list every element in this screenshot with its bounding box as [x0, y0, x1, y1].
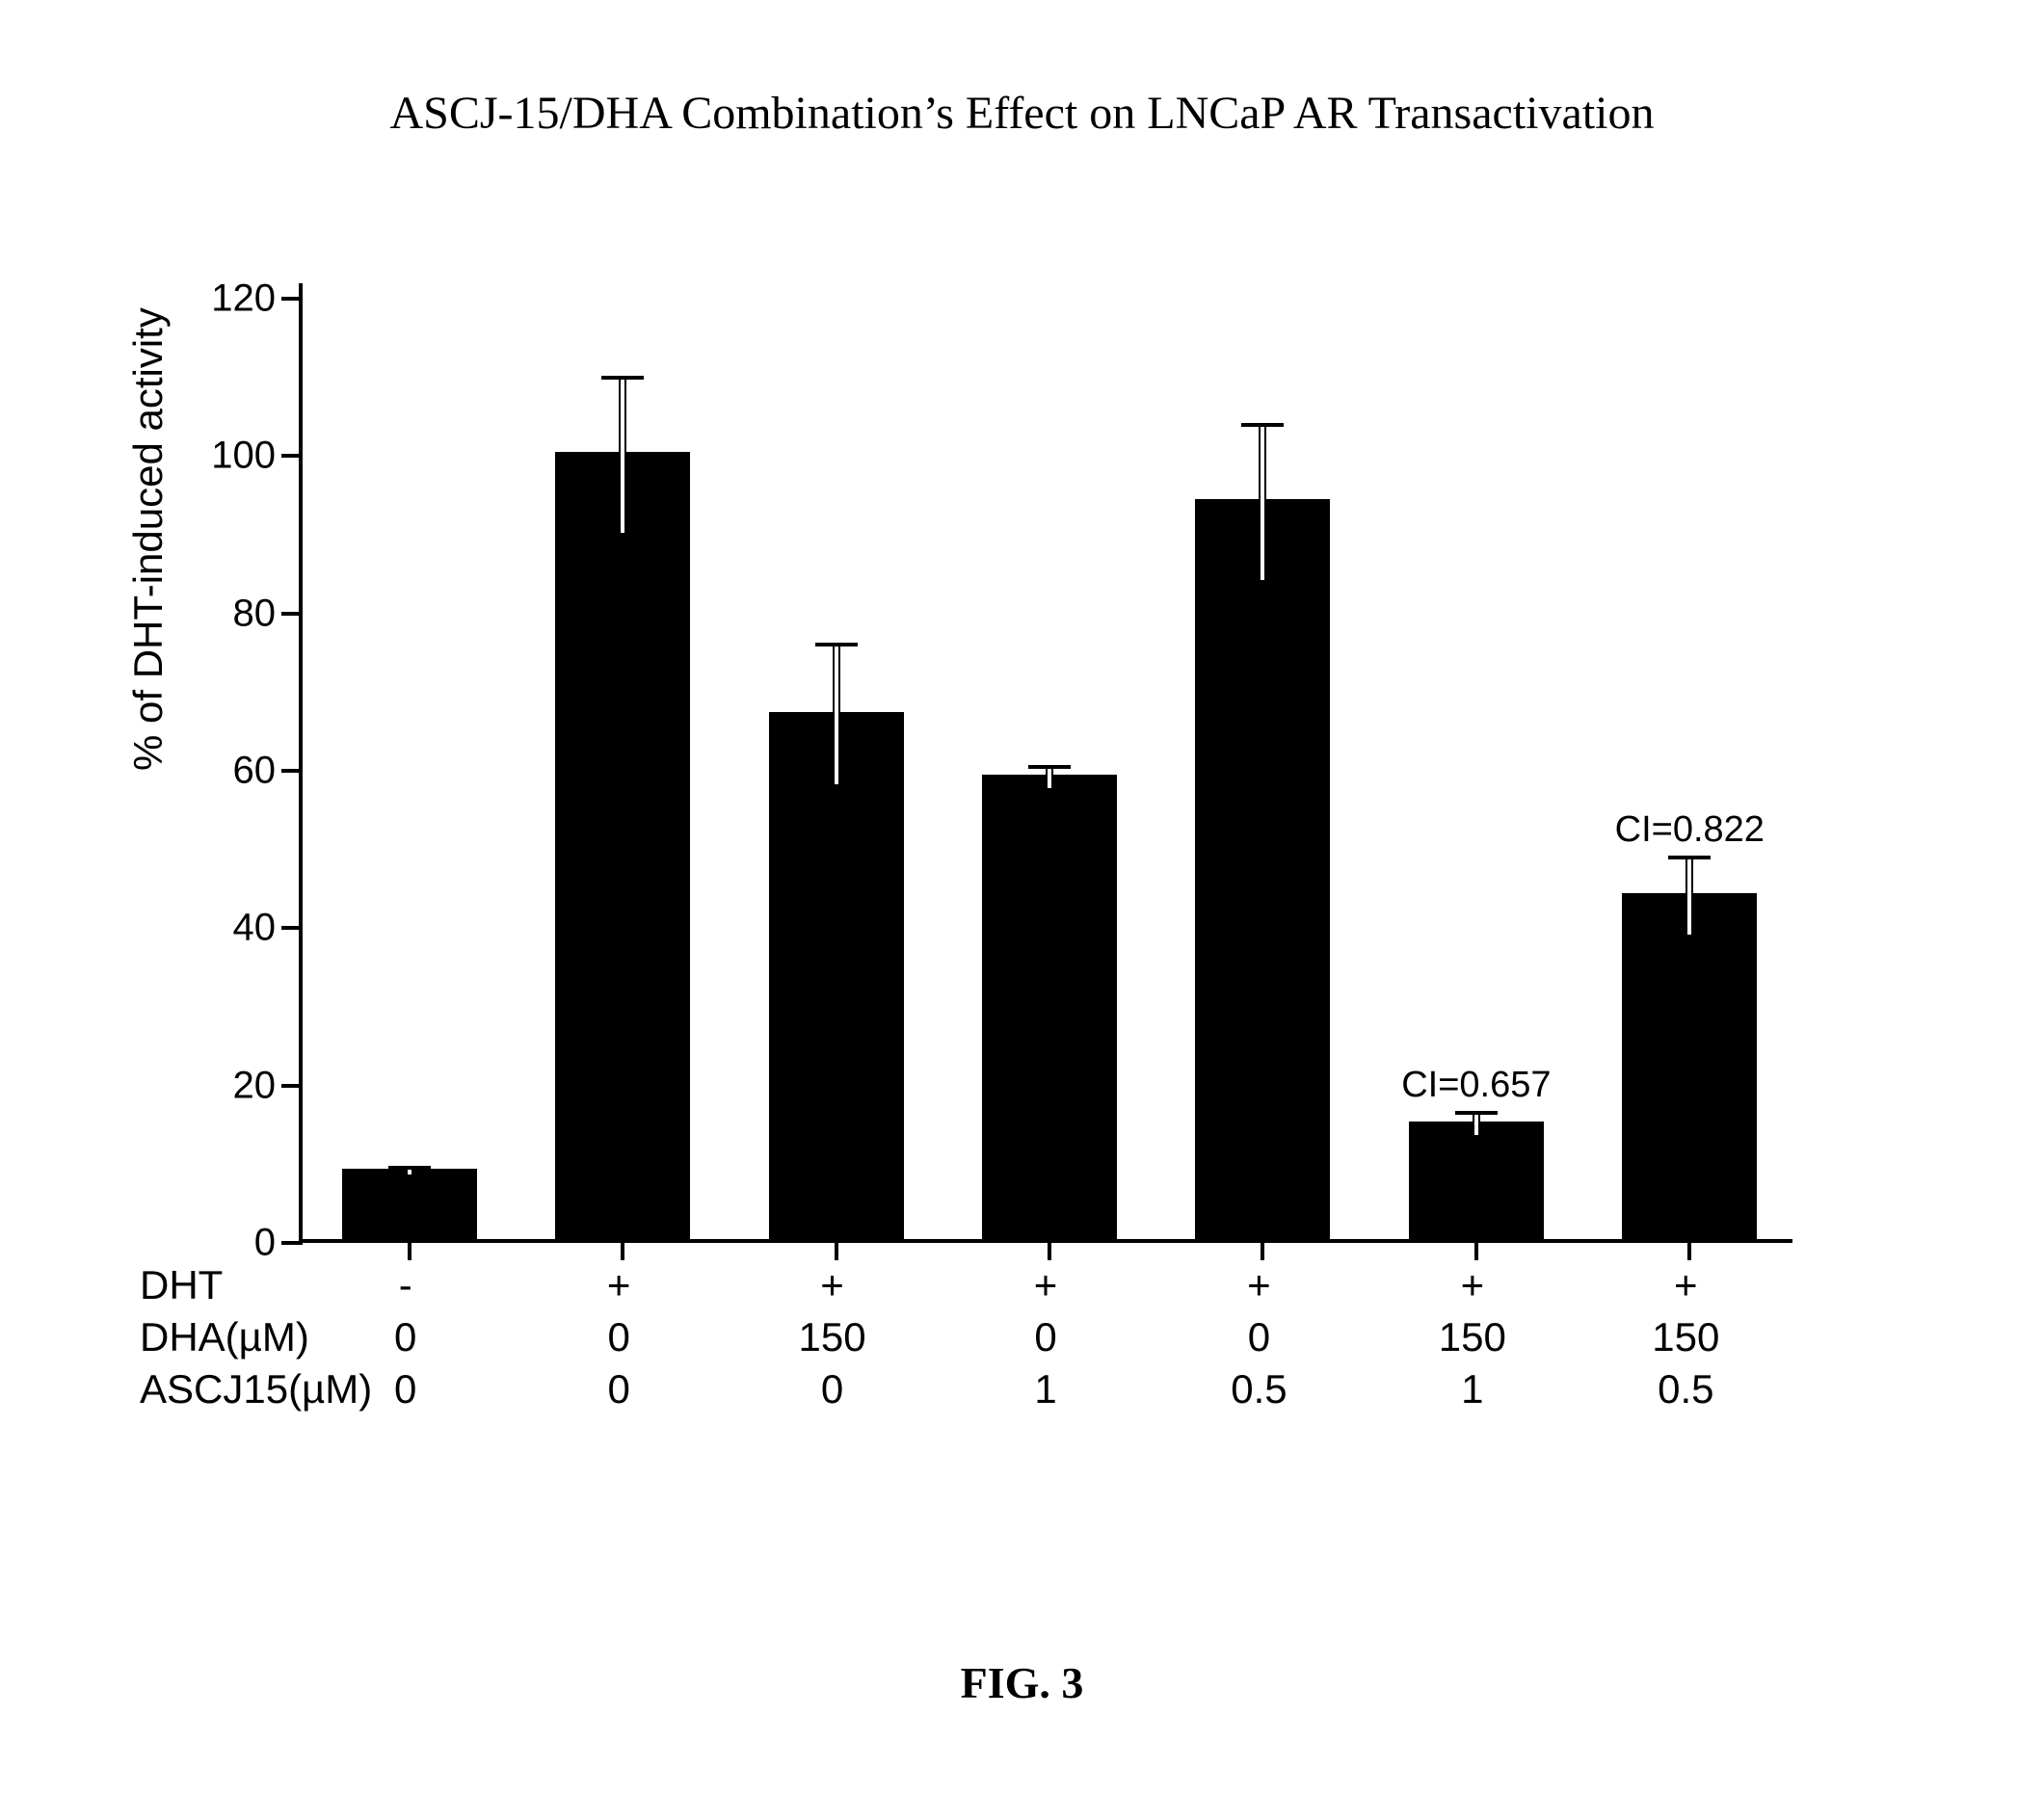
y-axis-label: % of DHT-induced activity: [125, 307, 172, 771]
x-row-cell: +: [607, 1262, 631, 1308]
errorbar-stem: [835, 645, 838, 786]
errorbar-cap-upper: [1241, 423, 1284, 427]
x-row-cell: 1: [1461, 1366, 1483, 1412]
errorbar-cap-upper: [1668, 856, 1711, 859]
errorbar-stem: [1474, 1113, 1478, 1137]
errorbar-cap-lower: [1241, 580, 1284, 584]
y-tick: [281, 1241, 303, 1245]
x-tick: [1261, 1239, 1264, 1260]
chart: % of DHT-induced activity 02040608010012…: [154, 289, 1889, 1542]
x-row-cell: 0: [1034, 1314, 1056, 1360]
x-row-cell: +: [1461, 1262, 1485, 1308]
figure-label: FIG. 3: [0, 1657, 2044, 1708]
bar: [769, 712, 904, 1239]
x-row-cell: 150: [1652, 1314, 1719, 1360]
bar: [982, 775, 1117, 1239]
x-row-cell: 1: [1034, 1366, 1056, 1412]
y-tick-label: 100: [179, 435, 276, 478]
x-row-cell: 150: [799, 1314, 866, 1360]
y-tick: [281, 769, 303, 773]
x-row-cell: +: [1034, 1262, 1058, 1308]
errorbar-cap-lower: [388, 1175, 431, 1178]
x-row: DHA(µM)0015000150150: [299, 1314, 1792, 1366]
errorbar-cap-upper: [388, 1166, 431, 1170]
bar: [1195, 499, 1330, 1239]
x-row-cell: 0: [394, 1366, 416, 1412]
x-tick: [835, 1239, 838, 1260]
bar: [555, 452, 690, 1239]
x-row-cell: 0.5: [1231, 1366, 1287, 1412]
x-row-label: DHA(µM): [140, 1314, 390, 1360]
bar-annotation: CI=0.822: [1615, 809, 1765, 851]
errorbar-stem: [1261, 425, 1264, 582]
errorbar-stem: [621, 378, 624, 535]
errorbar-cap-lower: [601, 533, 644, 537]
y-tick: [281, 297, 303, 301]
x-row-cell: +: [820, 1262, 844, 1308]
x-row-cell: 150: [1439, 1314, 1506, 1360]
x-tick: [621, 1239, 624, 1260]
x-row-cell: +: [1247, 1262, 1271, 1308]
y-tick-label: 0: [179, 1222, 276, 1265]
plot-area: 020406080100120CI=0.657CI=0.822: [299, 299, 1792, 1243]
errorbar-cap-lower: [1455, 1135, 1498, 1139]
x-row-cell: -: [399, 1262, 412, 1308]
errorbar-cap-lower: [1028, 788, 1071, 792]
x-row-cell: 0: [394, 1314, 416, 1360]
y-tick: [281, 926, 303, 930]
y-tick-label: 60: [179, 750, 276, 793]
y-tick-label: 80: [179, 592, 276, 635]
x-row-cell: 0: [821, 1366, 843, 1412]
y-tick: [281, 454, 303, 458]
y-tick: [281, 612, 303, 616]
bar: [342, 1169, 477, 1240]
errorbar-cap-lower: [1668, 935, 1711, 938]
errorbar-cap-lower: [815, 784, 858, 788]
y-tick-label: 120: [179, 277, 276, 321]
x-row: ASCJ15(µM)00010.510.5: [299, 1366, 1792, 1418]
y-tick: [281, 1084, 303, 1088]
errorbar-cap-upper: [1455, 1111, 1498, 1115]
errorbar-cap-upper: [815, 643, 858, 647]
x-row-label: ASCJ15(µM): [140, 1366, 390, 1412]
x-row-label: DHT: [140, 1262, 390, 1308]
x-axis-label-table: DHT-++++++DHA(µM)0015000150150ASCJ15(µM)…: [299, 1262, 1792, 1418]
x-row: DHT-++++++: [299, 1262, 1792, 1314]
errorbar-cap-upper: [1028, 765, 1071, 769]
y-tick-label: 40: [179, 907, 276, 950]
y-tick-label: 20: [179, 1064, 276, 1107]
errorbar-stem: [1687, 858, 1691, 937]
x-tick: [1687, 1239, 1691, 1260]
x-tick: [408, 1239, 411, 1260]
bar: [1409, 1122, 1544, 1240]
errorbar-cap-upper: [601, 376, 644, 380]
x-row-cell: 0.5: [1658, 1366, 1713, 1412]
x-row-cell: 0: [1248, 1314, 1270, 1360]
x-tick: [1474, 1239, 1478, 1260]
page: ASCJ-15/DHA Combination’s Effect on LNCa…: [0, 0, 2044, 1795]
x-row-cell: 0: [607, 1314, 629, 1360]
x-tick: [1048, 1239, 1051, 1260]
chart-title: ASCJ-15/DHA Combination’s Effect on LNCa…: [0, 87, 2044, 140]
errorbar-stem: [1048, 767, 1051, 791]
x-row-cell: +: [1674, 1262, 1698, 1308]
x-row-cell: 0: [607, 1366, 629, 1412]
bar: [1622, 893, 1757, 1239]
bar-annotation: CI=0.657: [1401, 1065, 1551, 1106]
